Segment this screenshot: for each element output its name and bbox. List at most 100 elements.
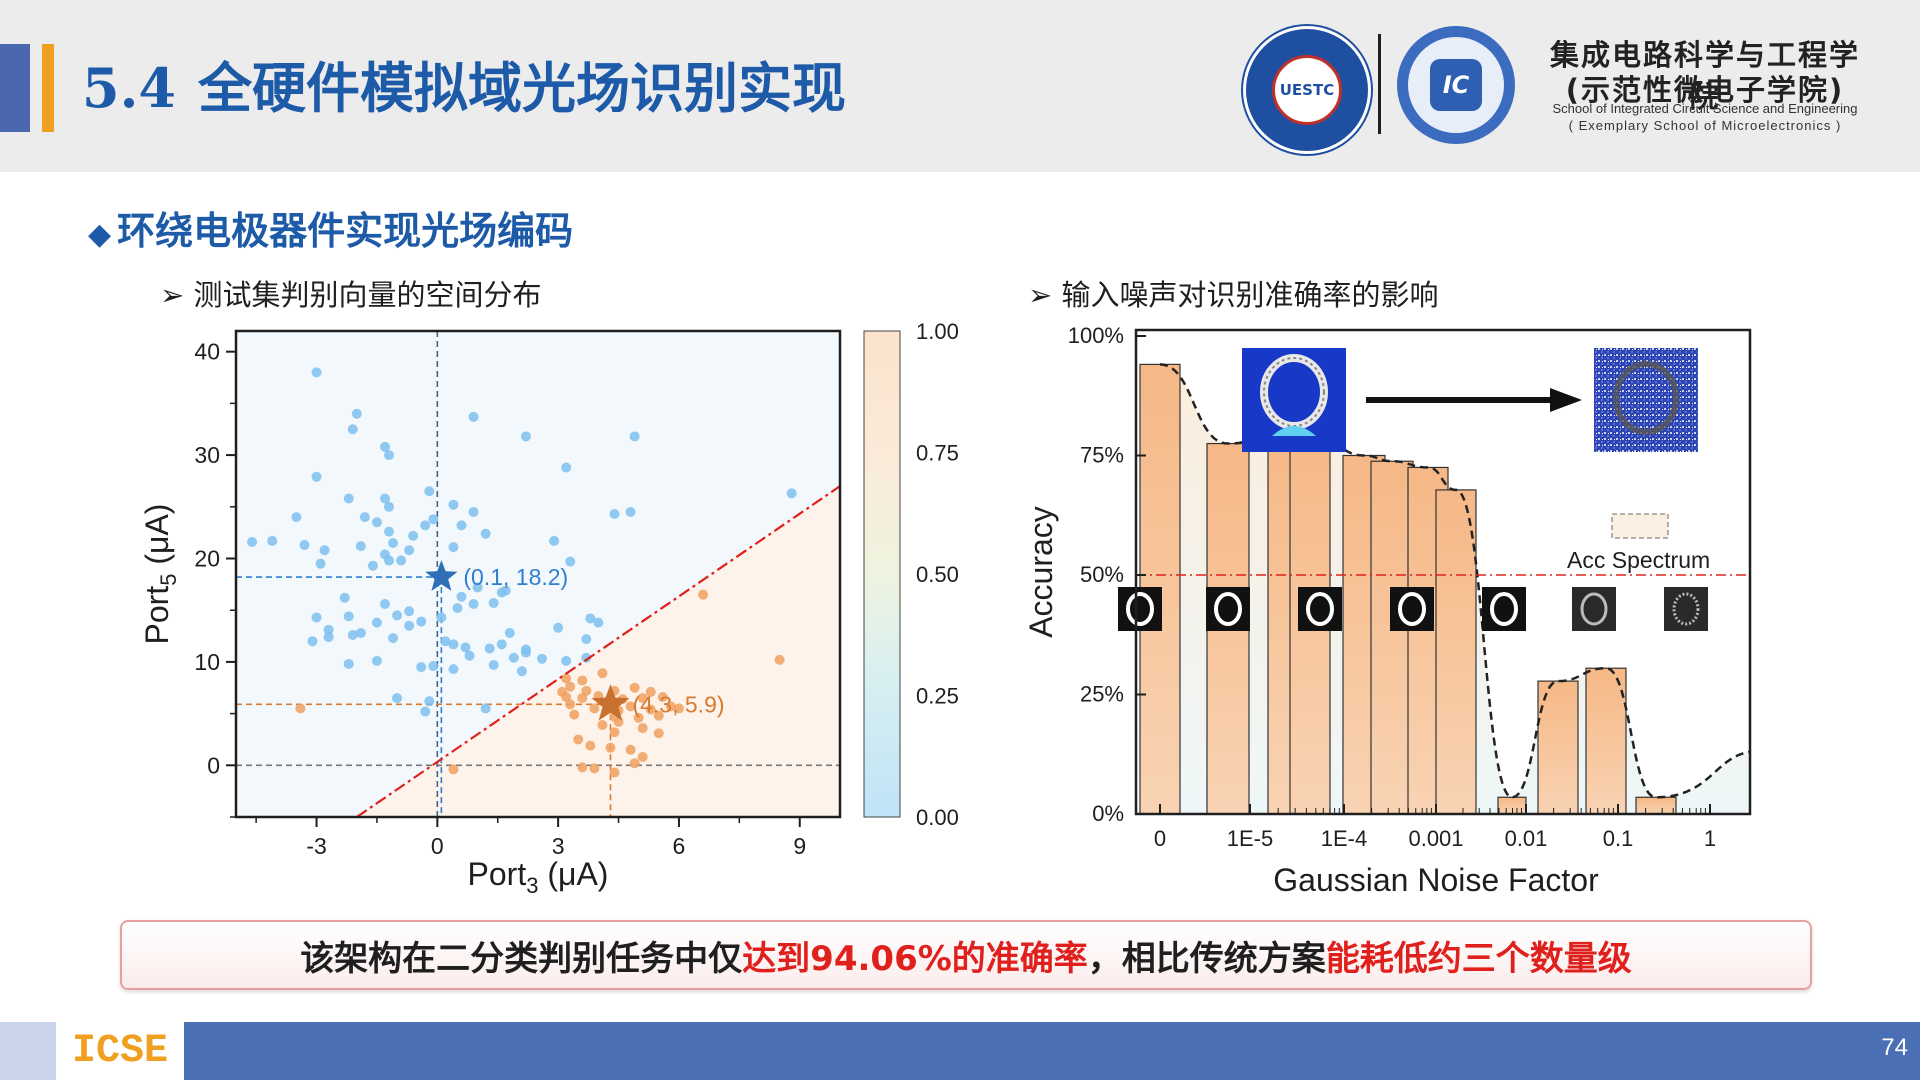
right-subtitle-text: 输入噪声对识别准确率的影响 [1061,278,1439,312]
scatter-point-class1 [577,675,588,686]
scatter-point-class0 [581,634,592,645]
scatter-point-class1 [645,686,656,697]
scatter-point-class0 [371,655,382,666]
digit-zero-icon [1398,592,1426,626]
acc-spectrum-curve [1159,363,1751,799]
scatter-point-class0 [480,703,491,714]
scatter-point-class0 [472,582,483,593]
scatter-point-class0 [468,598,479,609]
school-name-cn-sub: (示范性微电子学院) [1565,73,1845,107]
scatter-point-class0 [520,431,531,442]
scatter-point-class0 [436,612,447,623]
scatter-point-class0 [448,664,459,675]
scatter-point-class0 [416,662,427,673]
scatter-point-class0 [428,514,439,525]
scatter-point-class0 [343,493,354,504]
scatter-point-class0 [424,486,435,497]
page-title: 5.4 全硬件模拟域光场识别实现 [82,50,846,126]
scatter-point-class0 [347,630,358,641]
scatter-point-class0 [488,659,499,670]
scatter-frame [234,329,842,819]
scatter-point-class1 [569,709,580,720]
scatter-point-class0 [371,517,382,528]
scatter-point-class0 [355,627,366,638]
scatter-point-class0 [384,526,395,537]
scatter-point-class1 [698,589,709,600]
scatter-point-class1 [577,762,588,773]
scatter-point-class0 [520,647,531,658]
colorbar-tick-label: 0.25 [916,684,959,709]
decision-boundary-line [356,485,841,818]
scatter-point-class1 [565,681,576,692]
scatter-x-tick-label: 3 [552,833,565,859]
scatter-point-class0 [488,597,499,608]
centroid-label: (4.3, 5.9) [632,691,724,717]
arrow-bullet-icon: ➢ [1028,278,1062,312]
scatter-point-class1 [625,701,636,712]
header-band [0,0,1920,172]
bar-x-tick-label: 1E-4 [1321,826,1367,851]
scatter-point-class0 [549,535,560,546]
scatter-point-class1 [448,764,459,775]
scatter-y-tick-label: 40 [194,339,220,365]
scatter-point-class0 [311,612,322,623]
scatter-point-class1 [597,719,608,730]
accuracy-bar [1435,489,1477,815]
footer-bar [184,1022,1920,1080]
scatter-point-class0 [420,520,431,531]
uestc-logo-text: UESTC [1272,55,1342,125]
scatter-point-class0 [428,661,439,672]
colorbar-tick-label: 0.50 [916,562,959,587]
scatter-point-class0 [593,617,604,628]
scatter-point-class0 [367,560,378,571]
scatter-point-class1 [637,693,648,704]
scatter-point-class0 [299,540,310,551]
section-heading: ◆ 环绕电极器件实现光场编码 [88,200,573,255]
conclusion-text-2: ，相比传统方案 [1087,938,1326,979]
bar-y-axis-label: Accuracy [1023,506,1059,638]
scatter-point-class0 [504,627,515,638]
scatter-point-class1 [561,673,572,684]
scatter-point-class1 [657,692,668,703]
scatter-point-class0 [355,541,366,552]
scatter-point-class0 [424,696,435,707]
bar-x-tick-label: 1E-5 [1227,826,1273,851]
accuracy-bar [1370,460,1414,815]
scatter-point-class1 [605,742,616,753]
scatter-point-class0 [448,499,459,510]
scatter-y-tick-label: 10 [194,649,220,675]
scatter-point-class1 [565,699,576,710]
section-heading-text: 环绕电极器件实现光场编码 [117,209,574,253]
scatter-point-class1 [645,704,656,715]
scatter-point-class0 [508,652,519,663]
scatter-point-class0 [351,408,362,419]
centroid-star-icon [425,560,458,591]
bar-x-tick-label: 0.01 [1505,826,1548,851]
scatter-x-tick-label: 6 [673,833,686,859]
icse-logo-text: IC [1430,59,1482,111]
centroid-star-icon [591,684,630,721]
scatter-point-class0 [448,542,459,553]
scatter-point-class0 [625,506,636,517]
digit-zero-icon [1126,592,1154,626]
bar-y-tick-label: 75% [1080,443,1124,468]
noisy-field-inset [1594,348,1698,452]
bar-y-tick-label: 0% [1092,801,1124,826]
scatter-point-class1 [629,682,640,693]
colorbar-tick-label: 1.00 [916,319,959,344]
scatter-point-class0 [460,642,471,653]
scatter-point-class0 [323,624,334,635]
scatter-y-tick-label: 30 [194,442,220,468]
scatter-point-class0 [484,643,495,654]
scatter-point-class1 [597,668,608,679]
scatter-y-tick-label: 20 [194,545,220,571]
scatter-point-class0 [384,501,395,512]
scatter-point-class0 [480,528,491,539]
bar-chart-frame [1134,328,1752,816]
scatter-x-tick-label: 9 [793,833,806,859]
scatter-point-class0 [379,441,390,452]
conclusion-box: 该架构在二分类判别任务中仅 达到94.06%的准确率 ，相比传统方案 能耗低约三个数量… [120,920,1812,990]
scatter-point-class1 [613,716,624,727]
scatter-point-class0 [404,545,415,556]
accuracy-bar [1537,680,1579,815]
